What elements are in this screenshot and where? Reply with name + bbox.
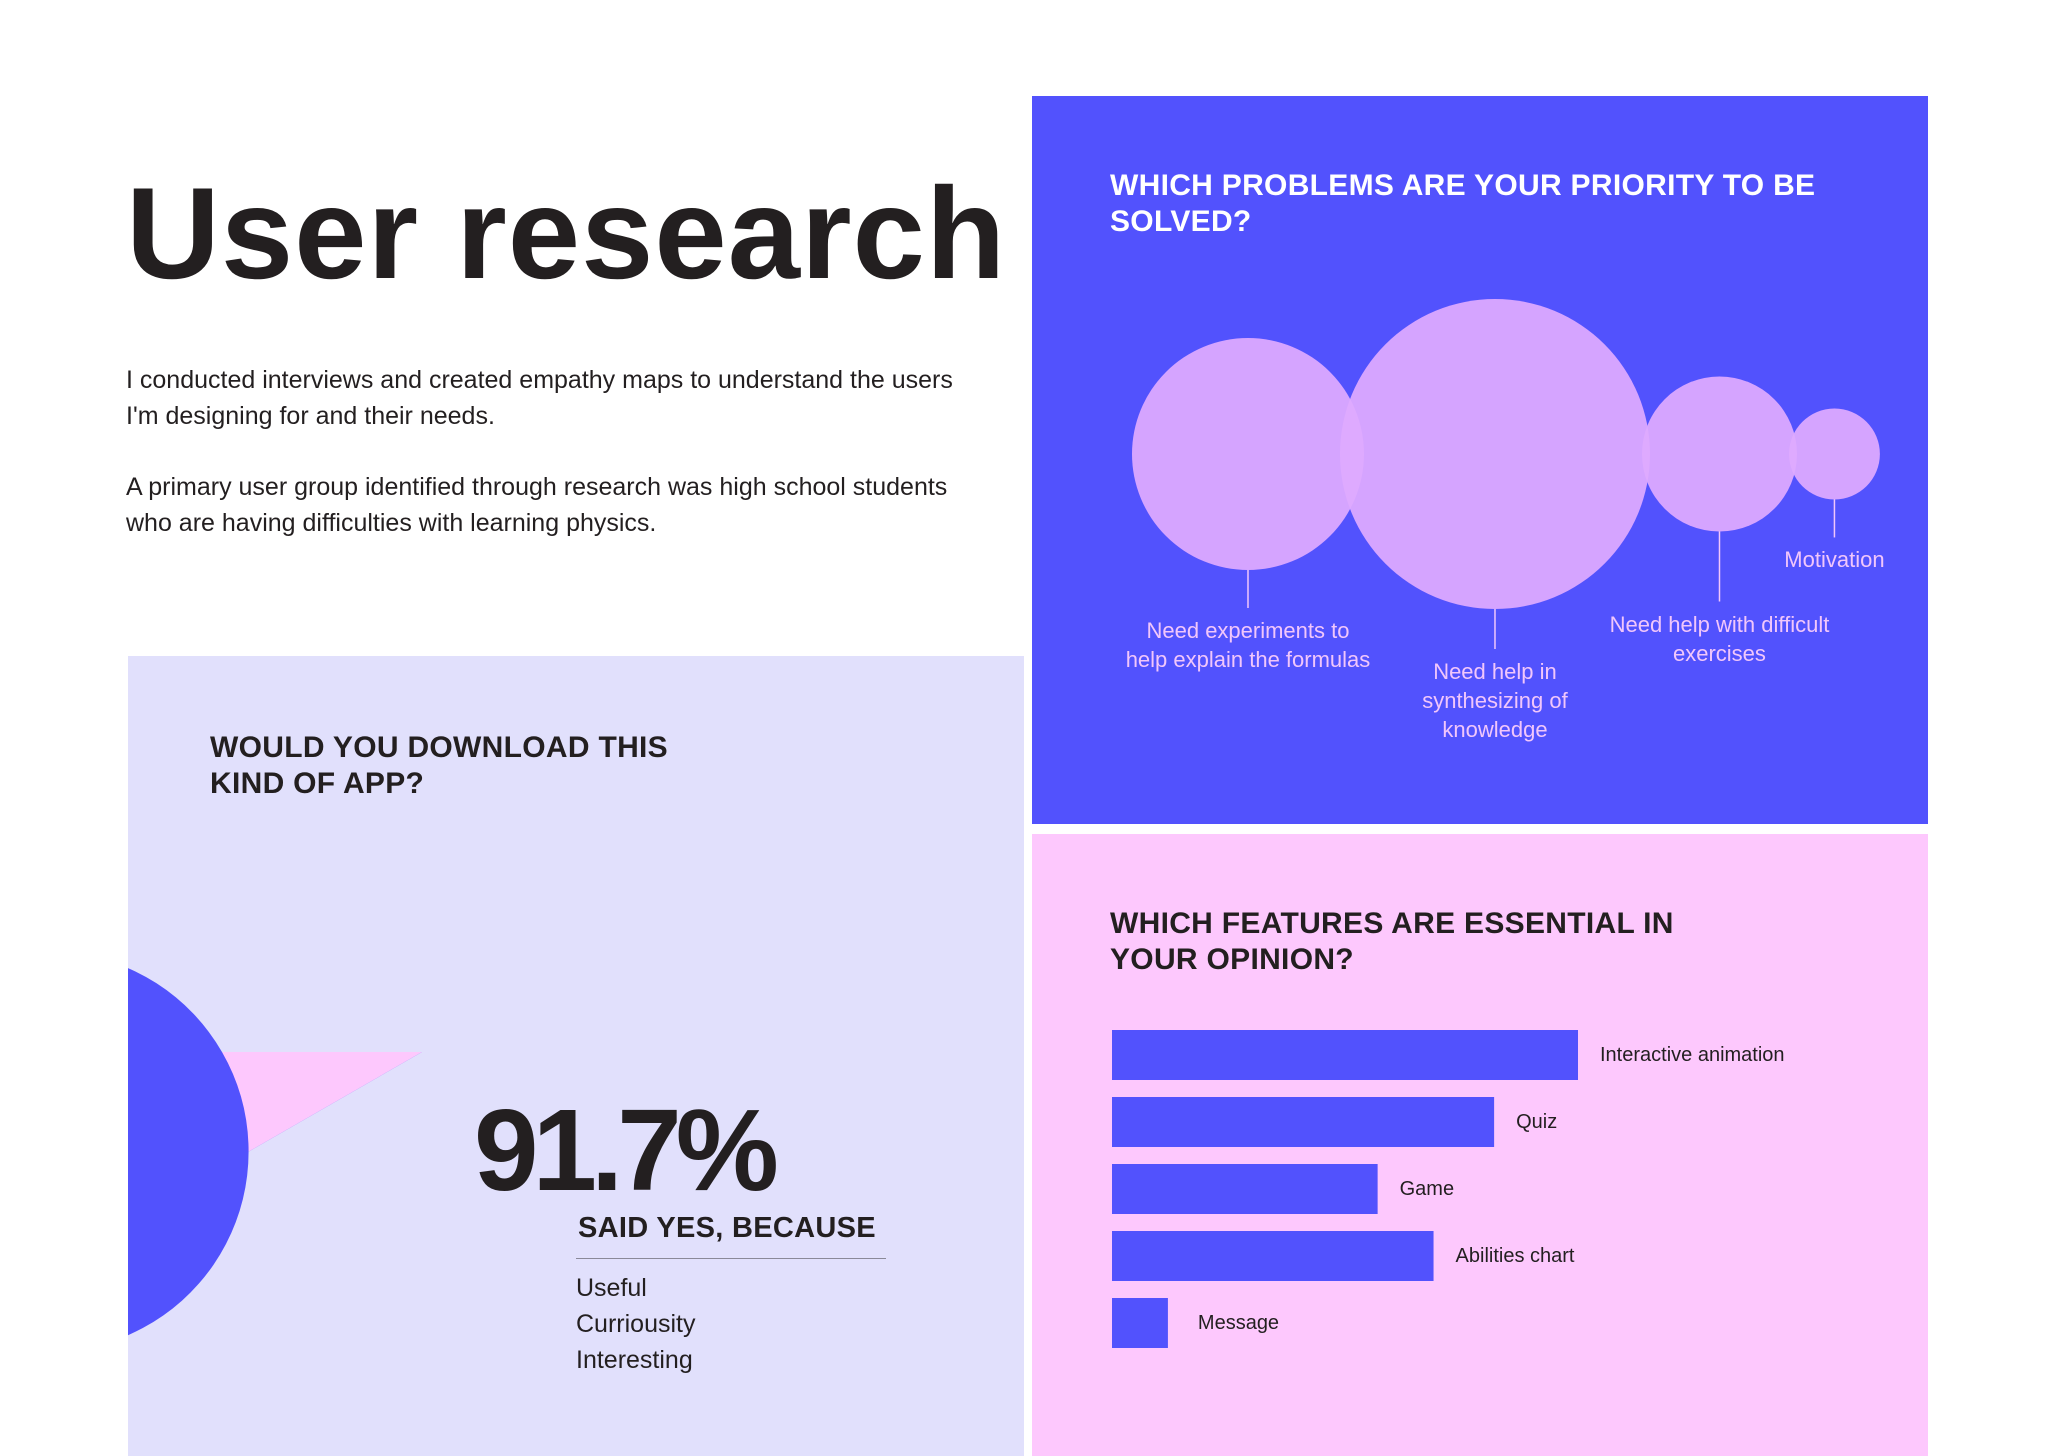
reasons-list: Useful Curriousity Interesting <box>576 1270 695 1378</box>
reason-item: Curriousity <box>576 1310 696 1338</box>
bar-label: Game <box>1399 1178 1455 1200</box>
reason-item: Interesting <box>576 1346 693 1374</box>
bubble-label: Need experiments to help explain the for… <box>1125 617 1371 672</box>
bubble-label: Need help with difficult exercises <box>1609 611 1830 666</box>
bar <box>1112 1097 1495 1147</box>
caption-divider <box>576 1258 886 1259</box>
bar <box>1112 1030 1578 1080</box>
bar-chart <box>1112 1030 1578 1348</box>
said-yes-caption: SAID YES, BECAUSE <box>578 1212 876 1244</box>
pie-slice <box>222 1052 422 1152</box>
problems-panel-title: WHICH PROBLEMS ARE YOUR PRIORITY TO BE S… <box>1110 169 1816 238</box>
bubble-label: Motivation <box>1784 547 1885 573</box>
bar <box>1112 1164 1378 1214</box>
bar-label: Abilities chart <box>1455 1245 1575 1267</box>
features-panel-title: WHICH FEATURES ARE ESSENTIAL IN YOUR OPI… <box>1110 907 1674 976</box>
pie-chart <box>128 968 422 1336</box>
bubble <box>1339 299 1650 609</box>
yes-percentage: 91.7% <box>474 1085 779 1215</box>
bar <box>1112 1231 1434 1281</box>
bubble-chart <box>1132 299 1880 649</box>
bubble <box>1132 338 1364 570</box>
download-panel-title: WOULD YOU DOWNLOAD THIS KIND OF APP? <box>210 731 668 800</box>
bar-label: Message <box>1197 1312 1280 1334</box>
problems-panel: WHICH PROBLEMS ARE YOUR PRIORITY TO BE S… <box>1032 96 1928 824</box>
bar-label: Quiz <box>1516 1111 1558 1133</box>
download-panel: WOULD YOU DOWNLOAD THIS KIND OF APP? 91.… <box>128 656 1024 1456</box>
bubble-label: Need help in synthesizing of knowledge <box>1422 659 1568 742</box>
intro-paragraph-2: A primary user group identified through … <box>126 473 948 537</box>
intro-paragraph-1: I conducted interviews and created empat… <box>126 366 953 430</box>
bar-label: Interactive animation <box>1600 1044 1785 1066</box>
bubble <box>1641 376 1797 532</box>
bar <box>1112 1298 1168 1348</box>
reason-item: Useful <box>576 1274 647 1302</box>
page-title: User research <box>126 160 1007 306</box>
bubble <box>1788 408 1880 500</box>
pie-slice <box>128 968 422 1336</box>
features-panel: WHICH FEATURES ARE ESSENTIAL IN YOUR OPI… <box>1032 834 1928 1456</box>
intro-text: I conducted interviews and created empat… <box>126 362 986 576</box>
